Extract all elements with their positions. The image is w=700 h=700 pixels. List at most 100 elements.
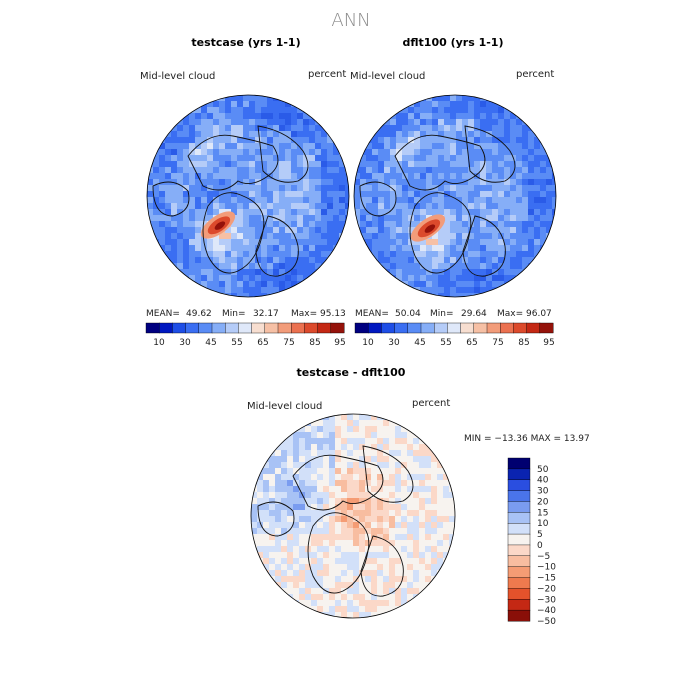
field-cell [419,480,426,487]
field-cell [285,95,292,102]
field-cell [299,522,306,529]
field-cell [456,263,463,270]
field-cell [261,131,268,138]
field-cell [285,113,292,120]
field-cell [419,552,426,559]
field-cell [237,233,244,240]
field-cell [323,522,330,529]
field-cell [384,203,391,210]
field-cell [249,215,256,222]
field-cell [299,426,306,433]
colorbar-bin [224,322,239,334]
field-cell [237,107,244,114]
field-cell [377,444,384,451]
field-cell [269,486,276,493]
field-cell [504,155,511,162]
field-cell [371,594,378,601]
field-cell [153,179,160,186]
field-cell [534,173,541,180]
field-cell [207,239,214,246]
coastline [409,192,472,274]
field-cell [267,179,274,186]
units-label: percent [412,398,450,409]
field-cell [243,245,250,252]
field-cell [273,143,280,150]
field-cell [492,101,499,108]
field-cell [323,546,330,553]
field-cell [474,209,481,216]
field-cell [315,245,322,252]
field-cell [311,480,318,487]
field-cell [528,191,535,198]
field-cell [305,588,312,595]
field-cell [329,474,336,481]
field-cell [269,480,276,487]
field-cell [510,167,517,174]
field-cell [378,215,385,222]
field-cell [420,191,427,198]
field-cell [378,221,385,228]
field-cell [371,522,378,529]
field-cell [219,173,226,180]
field-cell [468,161,475,168]
field-cell [365,474,372,481]
field-cell [432,137,439,144]
field-cell [456,155,463,162]
field-cell [297,107,304,114]
field-cell [257,492,264,499]
field-cell [359,600,366,607]
field-cell [365,606,372,613]
field-cell [468,203,475,210]
field-cell [273,185,280,192]
field-cell [408,185,415,192]
field-cell [444,125,451,132]
field-cell [213,101,220,108]
field-cell [267,197,274,204]
field-cell [269,570,276,577]
field-cell [341,420,348,427]
field-cell [317,444,324,451]
field-cell [219,137,226,144]
field-cell [390,209,397,216]
field-cell [281,486,288,493]
field-cell [287,480,294,487]
field-cell [407,438,414,445]
field-cell [219,263,226,270]
field-cell [419,546,426,553]
field-cell [378,269,385,276]
field-cell [243,281,250,288]
field-cell [225,203,232,210]
field-cell [383,552,390,559]
field-cell [285,101,292,108]
field-cell [462,167,469,174]
field-cell [311,468,318,475]
field-cell [378,233,385,240]
field-cell [366,197,373,204]
field-cell [492,119,499,126]
field-cell [201,203,208,210]
field-cell [347,546,354,553]
field-cell [401,480,408,487]
field-cell [279,293,286,297]
field-cell [273,131,280,138]
field-cell [335,462,342,469]
panel-dflt100: dflt100 (yrs 1-1) Mid-level cloud percen… [350,36,557,348]
field-cell [414,221,421,228]
field-cell [165,191,172,198]
field-cell [395,504,402,511]
field-cell [402,143,409,150]
field-cell [425,588,432,595]
field-cell [462,179,469,186]
field-cell [255,149,262,156]
field-cell [299,468,306,475]
field-cell [401,426,408,433]
field-cell [293,456,300,463]
field-cell [189,203,196,210]
field-cell [389,552,396,559]
field-cell [243,149,250,156]
colorbar-bin [172,322,187,334]
field-cell [177,275,184,282]
field-cell [225,287,232,294]
field-cell [207,155,214,162]
field-cell [165,155,172,162]
